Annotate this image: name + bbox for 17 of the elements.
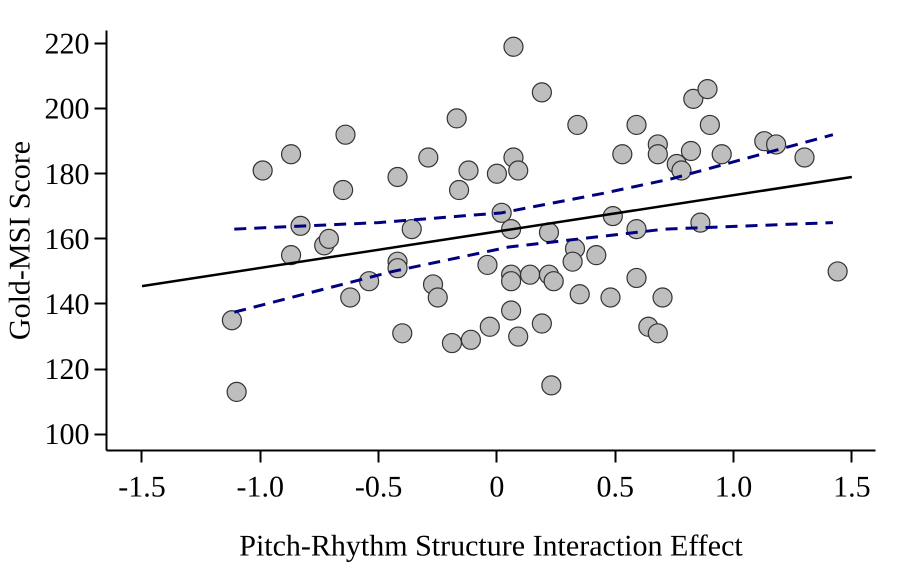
x-axis-title: Pitch-Rhythm Structure Interaction Effect bbox=[239, 530, 744, 562]
y-tick-label: 160 bbox=[44, 222, 90, 256]
x-tick-label: -0.5 bbox=[354, 470, 402, 504]
y-tick-label: 220 bbox=[44, 28, 90, 61]
y-axis-title: Gold-MSI Score bbox=[4, 140, 36, 340]
x-tick-label: 0.5 bbox=[596, 470, 634, 504]
x-tick-label: 1.0 bbox=[714, 470, 752, 504]
y-tick-label: 180 bbox=[44, 158, 90, 191]
x-tick-label: -1.5 bbox=[118, 470, 166, 504]
line-series bbox=[232, 133, 834, 231]
y-tick-label: 120 bbox=[44, 353, 90, 386]
x-tick-label: 0 bbox=[489, 470, 504, 504]
y-tick-label: 200 bbox=[44, 92, 90, 126]
y-tick-label: 100 bbox=[44, 418, 90, 452]
x-tick-label: -1.0 bbox=[236, 470, 284, 504]
y-tick-label: 140 bbox=[44, 288, 90, 321]
x-tick-label: 1.5 bbox=[833, 470, 871, 504]
